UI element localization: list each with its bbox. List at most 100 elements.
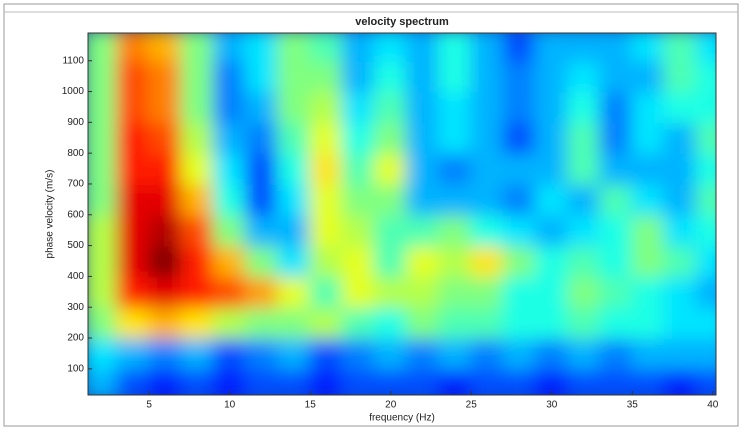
heatmap-cell <box>341 182 376 216</box>
heatmap-cell <box>212 367 247 395</box>
heatmap-cell <box>277 121 312 155</box>
heatmap-cell <box>502 367 537 395</box>
y-tick-label: 1000 <box>62 86 85 97</box>
heatmap-cell <box>631 275 666 309</box>
heatmap-cell <box>534 337 569 370</box>
heatmap-cell <box>502 244 537 278</box>
heatmap-cell <box>534 182 569 216</box>
x-tick-label: 30 <box>546 400 558 411</box>
heatmap-cell <box>405 90 441 124</box>
heatmap-cell <box>405 306 441 340</box>
heatmap-cell <box>244 244 280 278</box>
heatmap-cell <box>373 121 408 155</box>
heatmap-cell <box>180 244 215 278</box>
heatmap-cell <box>88 337 118 370</box>
heatmap-cell <box>148 182 183 216</box>
heatmap-cell <box>341 59 376 93</box>
heatmap-cell <box>341 33 376 62</box>
heatmap-cell <box>405 152 441 185</box>
heatmap-cell <box>180 275 215 309</box>
heatmap-cell <box>115 306 151 340</box>
heatmap-cell <box>534 152 569 185</box>
heatmap-cell <box>631 213 666 247</box>
heatmap-cell <box>212 121 247 155</box>
y-tick-label: 400 <box>67 271 84 282</box>
heatmap-cell <box>115 244 151 278</box>
heatmap-cell <box>663 306 698 340</box>
heatmap-cell <box>309 152 344 185</box>
heatmap-cell <box>373 152 408 185</box>
heatmap-cell <box>534 275 569 309</box>
heatmap-cell <box>277 244 312 278</box>
y-tick-label: 500 <box>67 240 84 251</box>
heatmap-cell <box>534 121 569 155</box>
y-tick-label: 200 <box>67 333 84 344</box>
heatmap-cell <box>277 367 312 395</box>
heatmap-cell <box>148 213 183 247</box>
heatmap-cell <box>115 337 151 370</box>
heatmap-cell <box>148 244 183 278</box>
heatmap-cell <box>309 306 344 340</box>
x-tick-label: 40 <box>707 400 719 411</box>
heatmap-cell <box>244 90 280 124</box>
heatmap-cell <box>663 275 698 309</box>
heatmap-cell <box>599 275 634 309</box>
heatmap-cell <box>599 213 634 247</box>
heatmap-cell <box>373 90 408 124</box>
heatmap-cell <box>534 59 569 93</box>
heatmap-cell <box>341 121 376 155</box>
heatmap-cell <box>631 337 666 370</box>
heatmap-cell <box>180 59 215 93</box>
heatmap-cell <box>470 367 505 395</box>
heatmap-cell <box>470 182 505 216</box>
heatmap-cell <box>438 367 473 395</box>
heatmap-cell <box>695 33 716 62</box>
heatmap-cell <box>534 367 569 395</box>
heatmap-cell <box>405 337 441 370</box>
heatmap-cell <box>373 244 408 278</box>
heatmap-cell <box>534 244 569 278</box>
heatmap-cell <box>695 121 716 155</box>
heatmap-cell <box>663 152 698 185</box>
heatmap-cell <box>566 244 602 278</box>
x-tick-label: 5 <box>146 400 152 411</box>
heatmap-cell <box>88 367 118 395</box>
heatmap-cell <box>373 213 408 247</box>
heatmap-cell <box>470 59 505 93</box>
heatmap-cell <box>631 152 666 185</box>
heatmap-cell <box>631 33 666 62</box>
heatmap-cell <box>663 213 698 247</box>
heatmap-cell <box>470 33 505 62</box>
heatmap-cell <box>180 337 215 370</box>
heatmap-cell <box>148 121 183 155</box>
heatmap-cell <box>663 367 698 395</box>
heatmap-cell <box>631 59 666 93</box>
heatmap-cell <box>212 244 247 278</box>
heatmap-cell <box>631 367 666 395</box>
heatmap-cell <box>309 275 344 309</box>
heatmap-cell <box>277 213 312 247</box>
heatmap-cell <box>502 33 537 62</box>
heatmap-cell <box>405 244 441 278</box>
heatmap-cell <box>599 152 634 185</box>
heatmap-cell <box>695 244 716 278</box>
heatmap-cell <box>115 275 151 309</box>
heatmap-cell <box>115 59 151 93</box>
heatmap-cell <box>502 59 537 93</box>
heatmap-cell <box>566 182 602 216</box>
heatmap-cell <box>470 275 505 309</box>
heatmap-cell <box>88 121 118 155</box>
heatmap-cell <box>566 59 602 93</box>
heatmap-cell <box>212 213 247 247</box>
heatmap-cell <box>631 90 666 124</box>
heatmap-cell <box>695 367 716 395</box>
heatmap-cell <box>88 306 118 340</box>
heatmap-cell <box>115 33 151 62</box>
heatmap-cell <box>212 59 247 93</box>
heatmap-cell <box>631 121 666 155</box>
heatmap-cell <box>244 152 280 185</box>
heatmap-cell <box>566 367 602 395</box>
heatmap-cell <box>309 244 344 278</box>
